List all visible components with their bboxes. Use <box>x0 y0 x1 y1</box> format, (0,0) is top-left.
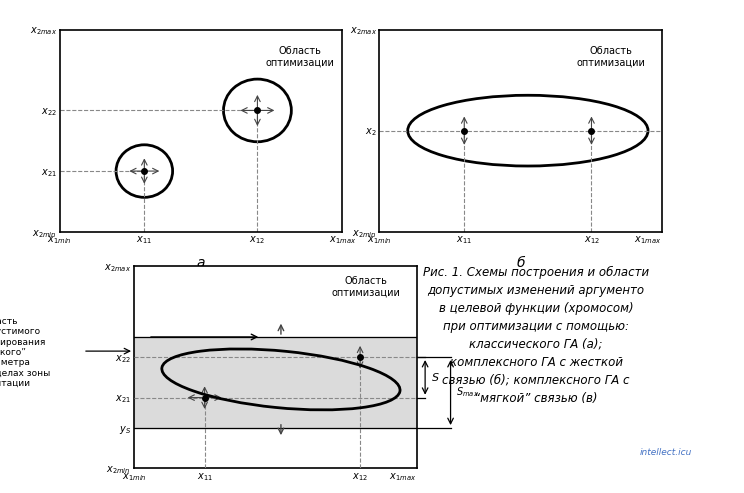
Text: $S$: $S$ <box>431 371 440 384</box>
Text: Рис. 1. Схемы построения и области
допустимых изменений аргументо
в целевой функ: Рис. 1. Схемы построения и области допус… <box>423 266 650 405</box>
Text: intellect.icu: intellect.icu <box>640 448 693 457</box>
Text: б: б <box>516 256 525 270</box>
Text: $S_{max}$: $S_{max}$ <box>456 386 479 399</box>
Text: Область
оптимизации: Область оптимизации <box>331 276 400 298</box>
Text: а: а <box>196 256 205 270</box>
Text: Область
оптимизации: Область оптимизации <box>266 46 334 68</box>
Text: Область
оптимизации: Область оптимизации <box>577 46 646 68</box>
Bar <box>134 337 417 428</box>
Text: Область
допустимого
варьирования
“мягкого”
параметра
пределах зоны
адаптации: Область допустимого варьирования “мягког… <box>0 317 51 388</box>
